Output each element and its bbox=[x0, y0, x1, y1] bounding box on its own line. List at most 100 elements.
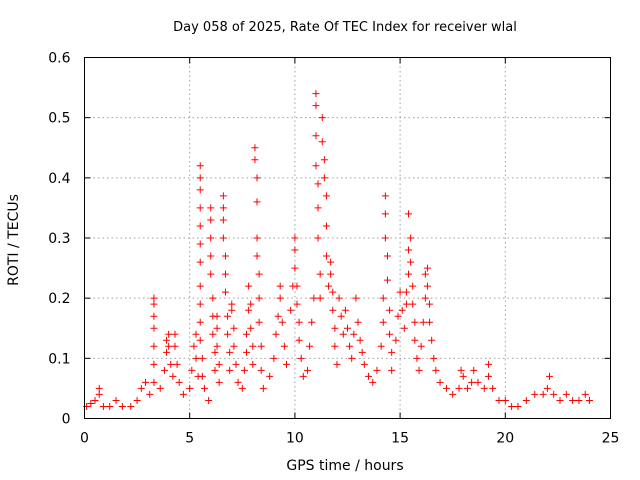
data-point bbox=[470, 366, 478, 374]
data-point bbox=[304, 366, 312, 374]
data-point bbox=[221, 270, 229, 278]
data-point bbox=[196, 204, 204, 212]
data-point bbox=[196, 174, 204, 182]
data-point bbox=[224, 312, 232, 320]
data-point bbox=[318, 114, 326, 122]
data-point bbox=[251, 156, 259, 164]
data-point bbox=[320, 156, 328, 164]
data-point bbox=[306, 342, 314, 350]
data-point bbox=[293, 282, 301, 290]
data-point bbox=[253, 252, 261, 260]
data-point bbox=[192, 354, 200, 362]
data-point bbox=[474, 378, 482, 386]
data-point bbox=[350, 330, 358, 338]
plot-frame bbox=[84, 57, 611, 419]
data-point bbox=[383, 252, 391, 260]
data-point bbox=[245, 282, 253, 290]
data-point bbox=[209, 330, 217, 338]
data-point bbox=[394, 312, 402, 320]
data-point bbox=[196, 258, 204, 266]
data-point bbox=[426, 300, 434, 308]
data-point bbox=[249, 342, 257, 350]
data-point bbox=[219, 216, 227, 224]
data-point bbox=[331, 324, 339, 332]
data-point bbox=[196, 186, 204, 194]
data-point bbox=[358, 348, 366, 356]
data-point bbox=[196, 222, 204, 230]
y-tick-labels: 0 0.1 0.2 0.3 0.4 0.5 0.6 bbox=[48, 51, 70, 428]
grid-lines bbox=[84, 57, 611, 419]
data-point bbox=[423, 282, 431, 290]
data-point bbox=[314, 234, 322, 242]
data-point bbox=[219, 204, 227, 212]
data-point bbox=[348, 354, 356, 362]
data-point bbox=[150, 312, 158, 320]
data-point bbox=[457, 366, 465, 374]
data-point bbox=[585, 396, 593, 404]
data-point bbox=[459, 372, 467, 380]
data-point bbox=[344, 324, 351, 332]
data-point bbox=[426, 318, 434, 326]
data-point bbox=[215, 360, 223, 368]
data-point bbox=[312, 90, 320, 98]
data-point bbox=[581, 390, 589, 398]
data-point bbox=[95, 384, 103, 392]
data-point bbox=[226, 348, 234, 356]
data-point bbox=[335, 294, 343, 302]
data-point bbox=[87, 399, 95, 407]
data-point bbox=[455, 384, 463, 392]
data-point bbox=[575, 396, 583, 404]
data-point bbox=[175, 378, 183, 386]
data-point bbox=[550, 390, 558, 398]
data-point bbox=[91, 396, 99, 404]
x-tick-label: 20 bbox=[496, 431, 514, 447]
data-point bbox=[293, 300, 301, 308]
data-point bbox=[495, 396, 503, 404]
data-point bbox=[430, 354, 438, 362]
y-tick-label: 0.6 bbox=[48, 51, 70, 67]
data-point bbox=[215, 378, 223, 386]
data-point bbox=[213, 342, 221, 350]
y-tick-label: 0.1 bbox=[48, 351, 70, 367]
y-axis-label: ROTI / TECUs bbox=[6, 194, 22, 286]
data-point bbox=[352, 294, 360, 302]
data-point bbox=[291, 264, 299, 272]
data-point bbox=[219, 192, 227, 200]
data-point bbox=[213, 324, 221, 332]
data-point bbox=[196, 162, 204, 170]
data-point bbox=[165, 330, 173, 338]
data-point bbox=[449, 390, 457, 398]
data-point bbox=[253, 198, 261, 206]
data-point bbox=[95, 390, 103, 398]
data-point bbox=[171, 342, 179, 350]
data-point bbox=[150, 342, 158, 350]
data-point bbox=[238, 384, 246, 392]
data-point bbox=[207, 204, 215, 212]
data-point bbox=[543, 384, 551, 392]
data-point bbox=[160, 366, 168, 374]
data-point bbox=[137, 384, 145, 392]
data-point bbox=[405, 270, 413, 278]
data-point bbox=[327, 258, 335, 266]
data-point bbox=[379, 318, 387, 326]
data-point bbox=[314, 180, 322, 188]
data-point bbox=[247, 324, 255, 332]
data-point bbox=[405, 246, 413, 254]
data-point bbox=[329, 306, 337, 314]
data-point bbox=[213, 312, 221, 320]
data-point bbox=[150, 324, 158, 332]
x-tick-label: 5 bbox=[185, 431, 194, 447]
data-point bbox=[402, 288, 410, 296]
data-point bbox=[192, 330, 200, 338]
data-point bbox=[484, 372, 492, 380]
data-point bbox=[169, 372, 177, 380]
data-point bbox=[179, 390, 187, 398]
data-point bbox=[255, 294, 263, 302]
data-point bbox=[232, 360, 240, 368]
data-point bbox=[196, 318, 204, 326]
data-point bbox=[207, 216, 215, 224]
data-point bbox=[247, 300, 255, 308]
data-point bbox=[112, 396, 120, 404]
data-point bbox=[337, 312, 345, 320]
data-point bbox=[207, 234, 215, 242]
